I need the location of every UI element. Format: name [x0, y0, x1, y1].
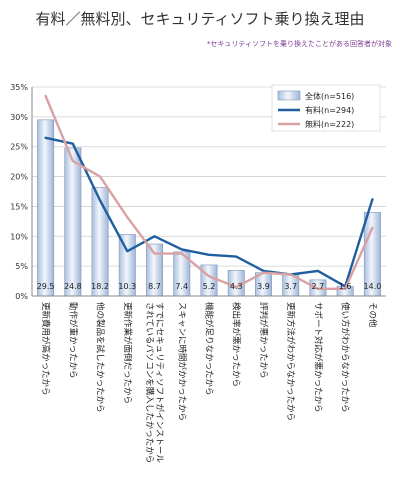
data-label: 7.4	[175, 282, 188, 291]
data-labels: 29.5 24.8 18.2 10.3 8.7 7.4 5.2 4.3 3.9 3.7 2.7 1.6…	[37, 282, 382, 291]
bar	[200, 264, 218, 297]
category-label: されているパソコンを購入したかったから	[144, 302, 155, 463]
legend-label: 無料(n=222)	[305, 119, 354, 129]
category-label: 他の製品を試したかったから	[95, 302, 106, 413]
category-label: 検出率が悪かったから	[231, 302, 242, 387]
data-label: 2.7	[312, 282, 325, 291]
y-tick-label: 30%	[10, 113, 28, 122]
series-line	[44, 136, 374, 288]
category-label: 更新作業が面倒だったから	[122, 302, 133, 404]
category-label: 評判が悪かったから	[258, 302, 269, 379]
category-labels: 更新費用が高かったから 動作が重かったから 他の製品を試したかったから 更新作業が面倒…	[40, 302, 378, 463]
category-label: スキャンに時間がかかったから	[176, 302, 187, 421]
data-label: 8.7	[148, 282, 161, 291]
y-tick-label: 20%	[10, 173, 28, 182]
data-label: 29.5	[37, 282, 55, 291]
y-tick-label: 0%	[15, 292, 28, 301]
y-tick-label: 10%	[10, 232, 28, 241]
legend-swatch	[277, 90, 301, 101]
bar	[64, 147, 82, 297]
data-label: 1.6	[339, 282, 352, 291]
series-line	[44, 94, 374, 290]
data-label: 18.2	[91, 282, 109, 291]
category-label: すでにセキュリティソフトがインストール	[154, 302, 165, 463]
grid	[32, 86, 386, 297]
category-label: 更新方法がわからなかったから	[285, 302, 296, 421]
data-label: 3.7	[284, 282, 297, 291]
data-label: 3.9	[257, 282, 270, 291]
category-label: 更新費用が高かったから	[40, 302, 51, 396]
category-label: サポート対応が悪かったから	[312, 302, 323, 413]
category-label: その他	[367, 302, 378, 328]
bars	[37, 119, 381, 297]
legend: 全体(n=516) 有料(n=294) 無料(n=222)	[271, 84, 381, 132]
y-tick-label: 15%	[10, 202, 28, 211]
category-label: 使い方がわからなかったから	[340, 302, 351, 413]
y-tick-label: 5%	[15, 262, 28, 271]
legend-label: 有料(n=294)	[305, 105, 354, 115]
data-label: 10.3	[118, 282, 136, 291]
legend-label: 全体(n=516)	[305, 91, 354, 101]
chart-title: 有料／無料別、セキュリティソフト乗り換え理由	[35, 10, 364, 28]
data-label: 14.0	[363, 282, 381, 291]
chart-note: *セキュリティソフトを乗り換えたことがある回答者が対象	[207, 39, 392, 48]
y-tick-label: 25%	[10, 143, 28, 152]
category-label: 動作が重かったから	[67, 302, 78, 379]
data-label: 5.2	[203, 282, 216, 291]
series-lines	[44, 94, 374, 290]
bar	[91, 187, 109, 297]
bar	[37, 119, 55, 297]
axes: 0% 5% 10% 15% 20% 25% 30% 35%	[10, 83, 386, 301]
category-label: 機能が足りなかったから	[204, 302, 215, 396]
data-label: 4.3	[230, 282, 243, 291]
data-label: 24.8	[64, 282, 82, 291]
y-tick-label: 35%	[10, 83, 28, 92]
